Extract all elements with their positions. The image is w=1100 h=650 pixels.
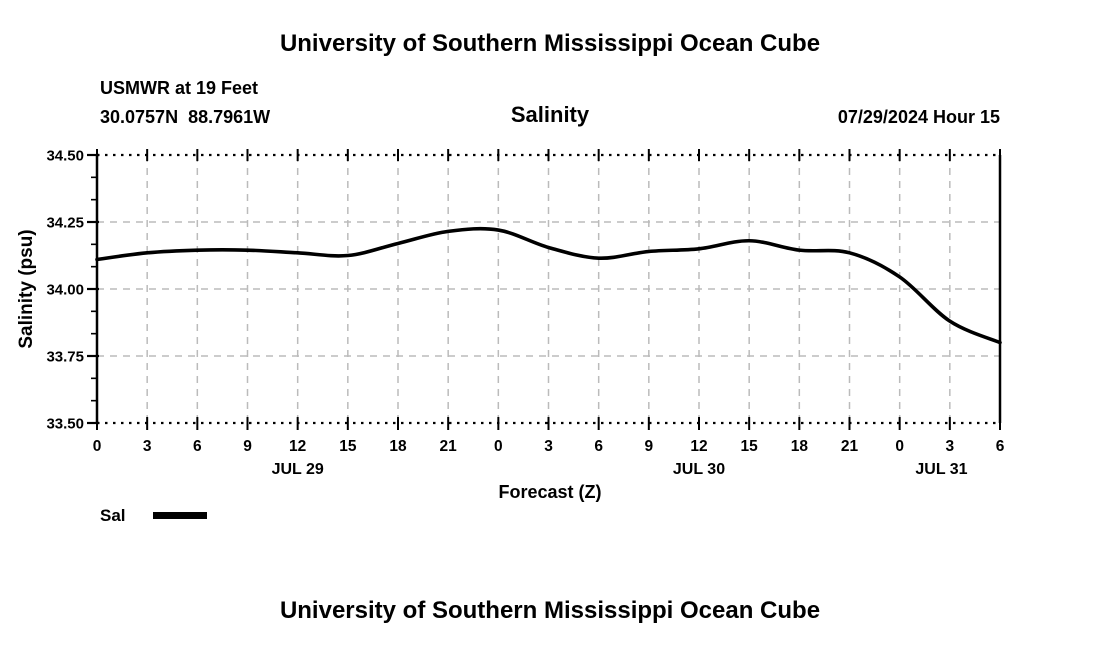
x-axis-tick-label: 18 (389, 438, 407, 455)
x-axis-tick-label: 0 (494, 438, 503, 455)
legend: Sal (100, 506, 207, 526)
station-coordinates: 30.0757N 88.7961W (100, 107, 271, 127)
x-axis-tick-label: 6 (193, 438, 202, 455)
forecast-datetime: 07/29/2024 Hour 15 (837, 107, 1000, 127)
station-label: USMWR at 19 Feet (100, 78, 259, 98)
x-axis-title: Forecast (Z) (498, 482, 602, 502)
x-axis-tick-label: 3 (143, 438, 152, 455)
gridlines (97, 155, 1000, 423)
y-axis-tick-label: 33.75 (46, 349, 84, 366)
x-axis-tick-label: 21 (841, 438, 859, 455)
x-axis-tick-label: 9 (645, 438, 654, 455)
legend-label: Sal (100, 506, 126, 525)
axis-tick-labels: 33.50 33.75 34.00 34.25 34.50 0 3 6 9 12 15 18 21 0 3 6… (46, 148, 1004, 479)
y-axis-tick-label: 34.25 (46, 215, 84, 232)
x-axis-tick-label: 12 (690, 438, 707, 455)
x-axis-tick-label: 6 (996, 438, 1005, 455)
x-axis-tick-label: 0 (895, 438, 904, 455)
x-axis-date-label: JUL 31 (915, 461, 967, 478)
x-axis-tick-label: 15 (339, 438, 357, 455)
x-axis-tick-label: 3 (946, 438, 955, 455)
x-axis-tick-label: 3 (544, 438, 553, 455)
x-axis-tick-label: 0 (93, 438, 102, 455)
x-axis-tick-label: 18 (791, 438, 809, 455)
page-title: University of Southern Mississippi Ocean… (279, 30, 821, 57)
chart-title: Salinity (510, 102, 590, 127)
y-axis-tick-label: 33.50 (46, 416, 84, 433)
series-lines (95, 226, 1002, 345)
x-axis-tick-label: 12 (289, 438, 306, 455)
x-axis-tick-label: 6 (594, 438, 603, 455)
x-axis-tick-label: 9 (243, 438, 252, 455)
y-axis-tick-label: 34.00 (46, 282, 84, 299)
x-axis-tick-label: 21 (440, 438, 458, 455)
footer-title: University of Southern Mississippi Ocean… (279, 597, 821, 624)
x-axis-date-label: JUL 30 (673, 461, 725, 478)
salinity-line (95, 226, 1002, 345)
axis-ticks (87, 149, 1001, 430)
y-axis-tick-label: 34.50 (46, 148, 84, 165)
legend-line-swatch (152, 511, 207, 519)
x-axis-date-label: JUL 29 (272, 461, 324, 478)
x-axis-tick-label: 15 (741, 438, 759, 455)
